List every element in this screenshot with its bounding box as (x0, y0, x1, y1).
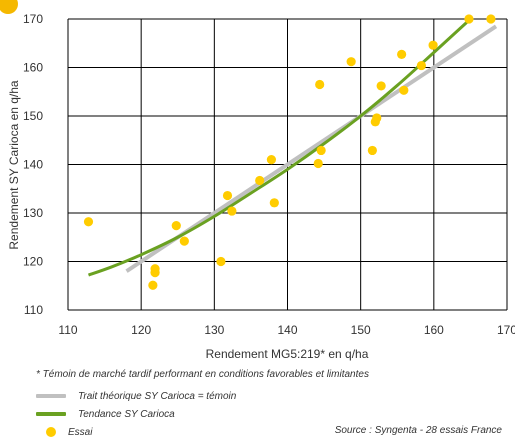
data-point (266, 155, 277, 165)
x-tick-labels: 110 120 130 140 150 160 170 (58, 323, 515, 337)
data-point (376, 81, 386, 91)
trend-curve (87, 17, 472, 277)
series-lines (87, 17, 498, 277)
data-point (227, 206, 237, 216)
data-point (486, 14, 496, 24)
legend-item-essai: Essai (26, 425, 92, 439)
data-point (179, 236, 189, 246)
legend-label-theorique: Trait théorique SY Carioca = témoin (78, 390, 237, 402)
corner-decoration (0, 0, 18, 14)
data-point (222, 190, 233, 201)
data-point (255, 175, 265, 186)
data-point (428, 40, 438, 50)
data-point (397, 49, 407, 60)
x-tick-label: 170 (497, 323, 515, 337)
data-point (464, 14, 474, 24)
x-tick-label: 140 (277, 323, 297, 337)
source-note: Source : Syngenta - 28 essais France (334, 425, 502, 436)
data-point (83, 217, 94, 227)
data-point (171, 221, 181, 231)
series-points (83, 14, 496, 290)
data-point (313, 158, 323, 169)
x-tick-label: 110 (58, 323, 77, 337)
data-point (150, 264, 160, 274)
x-tick-label: 150 (351, 323, 371, 337)
y-tick-label: 160 (23, 61, 43, 75)
data-point (372, 113, 382, 123)
y-tick-label: 170 (23, 12, 43, 26)
x-tick-label: 160 (424, 323, 444, 337)
y-tick-labels: 110 120 130 140 150 160 170 (23, 12, 43, 317)
data-point (399, 85, 409, 95)
y-tick-label: 150 (23, 109, 43, 123)
legend-item-theorique: Trait théorique SY Carioca = témoin (36, 389, 236, 403)
y-axis-title: Rendement SY Carioca en q/ha (7, 80, 21, 250)
data-point (315, 79, 325, 90)
data-point (269, 198, 279, 208)
y-tick-label: 120 (23, 255, 43, 269)
x-tick-label: 120 (131, 323, 151, 337)
legend-item-tendance: Tendance SY Carioca (36, 407, 175, 421)
data-point (416, 60, 426, 71)
data-point (316, 145, 326, 156)
x-tick-label: 130 (204, 323, 224, 337)
data-point (346, 57, 356, 67)
legend-swatch-theorique (36, 394, 66, 398)
legend-label-essai: Essai (68, 426, 93, 438)
y-tick-label: 140 (23, 158, 43, 172)
footnote: * Témoin de marché tardif performant en … (36, 369, 369, 380)
y-tick-label: 130 (23, 206, 43, 220)
legend-label-tendance: Tendance SY Carioca (78, 408, 175, 420)
data-point (367, 145, 377, 156)
legend-swatch-tendance (36, 412, 66, 416)
x-axis-title: Rendement MG5:219* en q/ha (206, 347, 369, 361)
data-point (148, 280, 158, 290)
y-tick-label: 110 (24, 303, 43, 317)
legend-swatch-essai (46, 427, 56, 437)
data-point (216, 256, 226, 267)
